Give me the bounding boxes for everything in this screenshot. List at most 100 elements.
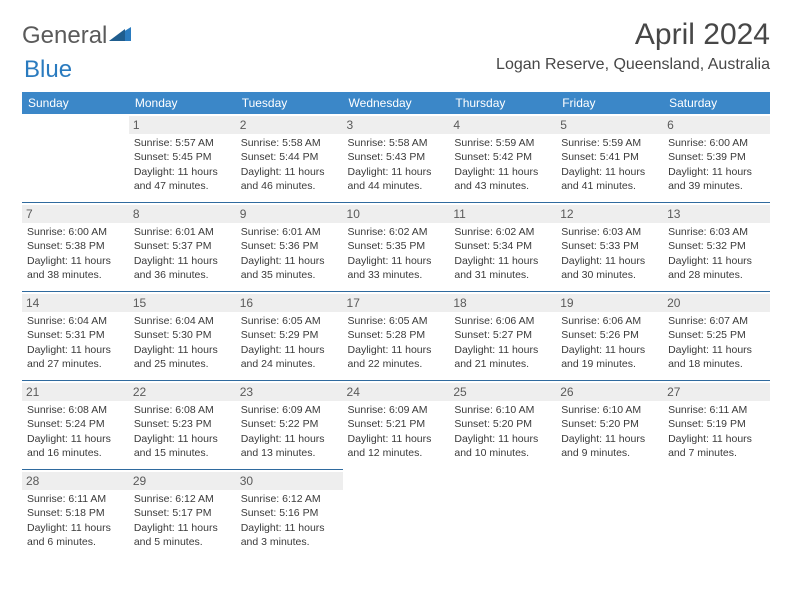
sunset-text: Sunset: 5:44 PM — [241, 150, 338, 164]
day-number: 3 — [343, 116, 450, 134]
daylight-text: Daylight: 11 hours and 22 minutes. — [348, 343, 445, 371]
day-details: Sunrise: 6:01 AMSunset: 5:36 PMDaylight:… — [240, 225, 339, 282]
day-details: Sunrise: 6:06 AMSunset: 5:27 PMDaylight:… — [453, 314, 552, 371]
sunrise-text: Sunrise: 6:12 AM — [241, 492, 338, 506]
day-number: 18 — [449, 294, 556, 312]
sunset-text: Sunset: 5:24 PM — [27, 417, 124, 431]
calendar-day-cell: 29Sunrise: 6:12 AMSunset: 5:17 PMDayligh… — [129, 470, 236, 559]
sunrise-text: Sunrise: 6:02 AM — [348, 225, 445, 239]
day-details: Sunrise: 6:08 AMSunset: 5:24 PMDaylight:… — [26, 403, 125, 460]
daylight-text: Daylight: 11 hours and 27 minutes. — [27, 343, 124, 371]
day-details: Sunrise: 6:02 AMSunset: 5:35 PMDaylight:… — [347, 225, 446, 282]
sunrise-text: Sunrise: 6:10 AM — [561, 403, 658, 417]
calendar-day-cell: 2Sunrise: 5:58 AMSunset: 5:44 PMDaylight… — [236, 114, 343, 203]
day-number: 21 — [22, 383, 129, 401]
sunrise-text: Sunrise: 5:57 AM — [134, 136, 231, 150]
calendar-day-cell: 5Sunrise: 5:59 AMSunset: 5:41 PMDaylight… — [556, 114, 663, 203]
sunrise-text: Sunrise: 6:05 AM — [241, 314, 338, 328]
sunset-text: Sunset: 5:28 PM — [348, 328, 445, 342]
daylight-text: Daylight: 11 hours and 30 minutes. — [561, 254, 658, 282]
day-details: Sunrise: 6:12 AMSunset: 5:16 PMDaylight:… — [240, 492, 339, 549]
sunset-text: Sunset: 5:38 PM — [27, 239, 124, 253]
sunset-text: Sunset: 5:17 PM — [134, 506, 231, 520]
day-number: 7 — [22, 205, 129, 223]
sunrise-text: Sunrise: 6:09 AM — [241, 403, 338, 417]
sunset-text: Sunset: 5:41 PM — [561, 150, 658, 164]
calendar-day-cell: 19Sunrise: 6:06 AMSunset: 5:26 PMDayligh… — [556, 292, 663, 381]
calendar-day-cell: 11Sunrise: 6:02 AMSunset: 5:34 PMDayligh… — [449, 203, 556, 292]
daylight-text: Daylight: 11 hours and 38 minutes. — [27, 254, 124, 282]
daylight-text: Daylight: 11 hours and 44 minutes. — [348, 165, 445, 193]
calendar-page: General April 2024 Logan Reserve, Queens… — [0, 0, 792, 558]
day-details: Sunrise: 6:09 AMSunset: 5:22 PMDaylight:… — [240, 403, 339, 460]
calendar-day-cell: 16Sunrise: 6:05 AMSunset: 5:29 PMDayligh… — [236, 292, 343, 381]
sunset-text: Sunset: 5:26 PM — [561, 328, 658, 342]
day-details: Sunrise: 6:08 AMSunset: 5:23 PMDaylight:… — [133, 403, 232, 460]
day-number: 10 — [343, 205, 450, 223]
daylight-text: Daylight: 11 hours and 5 minutes. — [134, 521, 231, 549]
sunrise-text: Sunrise: 6:08 AM — [134, 403, 231, 417]
day-details: Sunrise: 6:11 AMSunset: 5:19 PMDaylight:… — [667, 403, 766, 460]
daylight-text: Daylight: 11 hours and 9 minutes. — [561, 432, 658, 460]
sunrise-text: Sunrise: 6:03 AM — [561, 225, 658, 239]
day-number: 4 — [449, 116, 556, 134]
location-subtitle: Logan Reserve, Queensland, Australia — [496, 56, 770, 74]
sunset-text: Sunset: 5:19 PM — [668, 417, 765, 431]
day-header: Sunday — [22, 92, 129, 114]
sunrise-text: Sunrise: 6:07 AM — [668, 314, 765, 328]
daylight-text: Daylight: 11 hours and 25 minutes. — [134, 343, 231, 371]
day-details: Sunrise: 6:04 AMSunset: 5:30 PMDaylight:… — [133, 314, 232, 371]
sunrise-text: Sunrise: 6:01 AM — [241, 225, 338, 239]
day-header: Friday — [556, 92, 663, 114]
calendar-day-cell: 10 Sunrise: 6:02 AMSunset: 5:35 PMDayligh… — [343, 203, 450, 292]
daylight-text: Daylight: 11 hours and 46 minutes. — [241, 165, 338, 193]
day-number: 17 — [343, 294, 450, 312]
daylight-text: Daylight: 11 hours and 16 minutes. — [27, 432, 124, 460]
sunset-text: Sunset: 5:34 PM — [454, 239, 551, 253]
daylight-text: Daylight: 11 hours and 12 minutes. — [348, 432, 445, 460]
day-number: 8 — [129, 205, 236, 223]
sunrise-text: Sunrise: 6:08 AM — [27, 403, 124, 417]
calendar-day-cell: 23Sunrise: 6:09 AMSunset: 5:22 PMDayligh… — [236, 381, 343, 470]
calendar-week-row: 28Sunrise: 6:11 AMSunset: 5:18 PMDayligh… — [22, 470, 770, 559]
sunset-text: Sunset: 5:36 PM — [241, 239, 338, 253]
day-number: 16 — [236, 294, 343, 312]
daylight-text: Daylight: 11 hours and 39 minutes. — [668, 165, 765, 193]
day-details: Sunrise: 6:03 AMSunset: 5:33 PMDaylight:… — [560, 225, 659, 282]
sunrise-text: Sunrise: 6:00 AM — [668, 136, 765, 150]
calendar-day-cell: 17Sunrise: 6:05 AMSunset: 5:28 PMDayligh… — [343, 292, 450, 381]
day-number: 28 — [22, 472, 129, 490]
sunrise-text: Sunrise: 5:58 AM — [241, 136, 338, 150]
calendar-day-cell — [22, 114, 129, 203]
day-details: Sunrise: 6:00 AMSunset: 5:38 PMDaylight:… — [26, 225, 125, 282]
calendar-week-row: 7Sunrise: 6:00 AMSunset: 5:38 PMDaylight… — [22, 203, 770, 292]
day-details: Sunrise: 6:03 AMSunset: 5:32 PMDaylight:… — [667, 225, 766, 282]
sunset-text: Sunset: 5:20 PM — [454, 417, 551, 431]
daylight-text: Daylight: 11 hours and 6 minutes. — [27, 521, 124, 549]
day-header: Tuesday — [236, 92, 343, 114]
sunset-text: Sunset: 5:42 PM — [454, 150, 551, 164]
daylight-text: Daylight: 11 hours and 19 minutes. — [561, 343, 658, 371]
daylight-text: Daylight: 11 hours and 24 minutes. — [241, 343, 338, 371]
day-number: 22 — [129, 383, 236, 401]
sunrise-text: Sunrise: 6:02 AM — [454, 225, 551, 239]
calendar-week-row: 1Sunrise: 5:57 AMSunset: 5:45 PMDaylight… — [22, 114, 770, 203]
logo-triangle-icon — [109, 24, 131, 47]
day-details: Sunrise: 6:02 AMSunset: 5:34 PMDaylight:… — [453, 225, 552, 282]
calendar-day-cell: 4Sunrise: 5:59 AMSunset: 5:42 PMDaylight… — [449, 114, 556, 203]
day-number: 15 — [129, 294, 236, 312]
sunrise-text: Sunrise: 5:58 AM — [348, 136, 445, 150]
day-details: Sunrise: 6:06 AMSunset: 5:26 PMDaylight:… — [560, 314, 659, 371]
daylight-text: Daylight: 11 hours and 3 minutes. — [241, 521, 338, 549]
day-details: Sunrise: 6:09 AMSunset: 5:21 PMDaylight:… — [347, 403, 446, 460]
sunset-text: Sunset: 5:37 PM — [134, 239, 231, 253]
daylight-text: Daylight: 11 hours and 33 minutes. — [348, 254, 445, 282]
sunrise-text: Sunrise: 6:00 AM — [27, 225, 124, 239]
calendar-day-cell: 30Sunrise: 6:12 AMSunset: 5:16 PMDayligh… — [236, 470, 343, 559]
day-number: 25 — [449, 383, 556, 401]
day-details: Sunrise: 6:07 AMSunset: 5:25 PMDaylight:… — [667, 314, 766, 371]
sunrise-text: Sunrise: 6:09 AM — [348, 403, 445, 417]
logo-text-1: General — [22, 22, 107, 50]
sunset-text: Sunset: 5:39 PM — [668, 150, 765, 164]
calendar-table: Sunday Monday Tuesday Wednesday Thursday… — [22, 92, 770, 558]
